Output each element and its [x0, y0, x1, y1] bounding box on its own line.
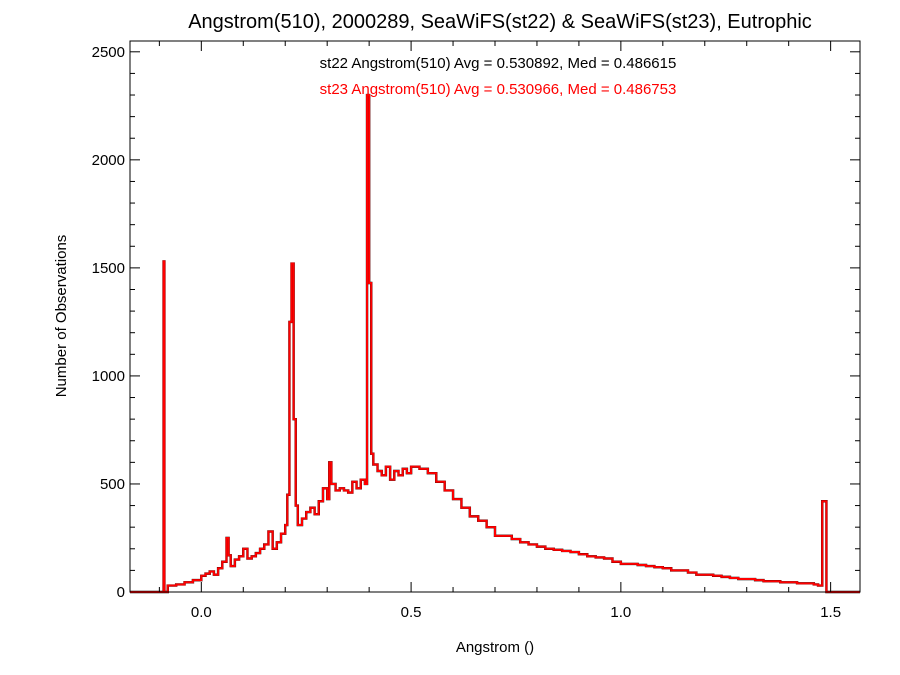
st23-stats-annotation: st23 Angstrom(510) Avg = 0.530966, Med =… — [320, 81, 677, 98]
series-line-1 — [130, 94, 860, 593]
chart-title: Angstrom(510), 2000289, SeaWiFS(st22) & … — [188, 11, 812, 33]
y-tick-label: 1000 — [92, 368, 125, 385]
y-axis-label: Number of Observations — [53, 235, 70, 398]
ticks-layer: 0.0 0.5 1.0 1.5 0 500 1000 1500 2000 2500 — [92, 41, 860, 621]
st22-stats-annotation: st22 Angstrom(510) Avg = 0.530892, Med =… — [320, 55, 677, 72]
x-tick-label: 0.0 — [191, 604, 212, 621]
y-tick-label: 500 — [100, 476, 125, 493]
x-tick-label: 1.5 — [820, 604, 841, 621]
y-tick-label: 2500 — [92, 44, 125, 61]
series-layer — [130, 93, 860, 594]
y-tick-label: 1500 — [92, 260, 125, 277]
y-tick-label: 2000 — [92, 152, 125, 169]
y-tick-label: 0 — [117, 584, 125, 601]
x-tick-label: 1.0 — [610, 604, 631, 621]
x-axis-label: Angstrom () — [456, 639, 534, 656]
x-tick-label: 0.5 — [401, 604, 422, 621]
